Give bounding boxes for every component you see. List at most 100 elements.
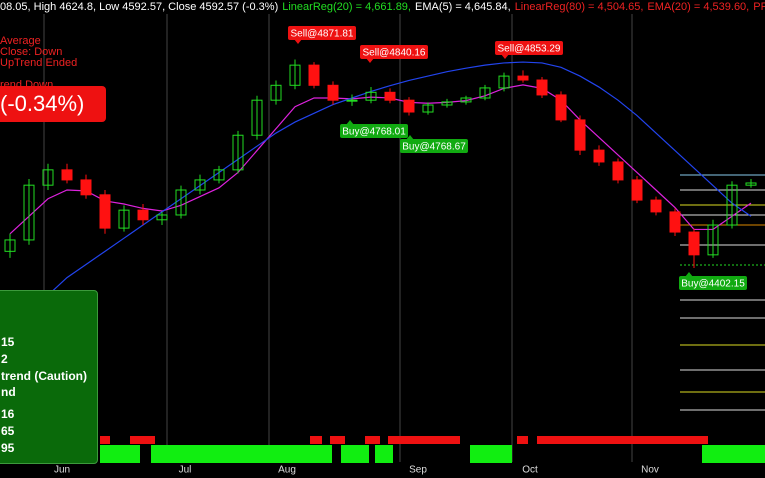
signal-box — [340, 124, 408, 138]
candle-body — [403, 99, 415, 113]
info-panel: 15 2 trend (Caution) nd 16 65 95 — [0, 290, 98, 464]
candle-body — [555, 94, 567, 121]
x-tick-label: Jul — [179, 465, 192, 476]
trend-strip — [470, 445, 512, 463]
candle-body — [650, 199, 662, 213]
header-item: LinearReg(20) = 4,661.89, — [282, 1, 411, 13]
candle-body — [137, 209, 149, 221]
candle-body — [308, 64, 320, 86]
candle-body — [346, 99, 358, 102]
candle-body — [441, 101, 453, 106]
candle-body — [80, 179, 92, 196]
candle-body — [327, 84, 339, 101]
trend-strip — [130, 436, 155, 444]
trend-strip — [537, 436, 708, 444]
candle-body — [175, 189, 187, 216]
signal-box — [679, 276, 747, 290]
trend-strip — [310, 436, 322, 444]
panel-line: trend (Caution) — [1, 369, 87, 383]
candle-body — [289, 64, 301, 86]
header-item: 08.05, High 4624.8, Low 4592.57, Close 4… — [0, 1, 279, 13]
trend-strip — [365, 436, 380, 444]
signal-label: Buy@4768.67 — [402, 142, 466, 153]
signal-arrow — [366, 58, 374, 63]
trend-strip — [388, 436, 460, 444]
trend-strip — [100, 436, 110, 444]
trend-strip — [517, 436, 528, 444]
panel-line: 2 — [1, 352, 8, 366]
candle-body — [42, 169, 54, 186]
candle-body — [118, 209, 130, 229]
candle-body — [213, 169, 225, 181]
candle-body — [726, 184, 738, 226]
signal-arrow — [346, 120, 354, 125]
signal-arrow — [501, 54, 509, 59]
candle-body — [61, 169, 73, 181]
panel-line: 65 — [1, 424, 15, 438]
candle-body — [517, 75, 529, 81]
signal-box — [288, 26, 356, 40]
indicator-line — [9, 61, 752, 331]
candle-body — [669, 211, 681, 233]
candle-body — [232, 134, 244, 171]
candle-body — [593, 149, 605, 163]
candle-body — [631, 179, 643, 201]
candle-body — [365, 91, 377, 101]
signal-label: Sell@4853.29 — [498, 44, 561, 55]
signal-label: Sell@4840.16 — [363, 48, 426, 59]
indicator-line — [9, 84, 752, 235]
signal-label: Buy@4402.15 — [681, 279, 745, 290]
status-line: rend Down — [0, 79, 54, 91]
candle-body — [156, 214, 168, 221]
x-tick-label: Sep — [409, 465, 427, 476]
trend-strip — [151, 445, 332, 463]
candle-body — [422, 104, 434, 113]
signal-arrow — [294, 39, 302, 44]
panel-line: nd — [1, 385, 16, 399]
candle-body — [536, 79, 548, 96]
trend-strip — [375, 445, 393, 463]
candle-body — [99, 194, 111, 229]
candle-body — [707, 224, 719, 256]
trend-strip — [341, 445, 369, 463]
x-tick-label: Jun — [54, 465, 70, 476]
x-tick-label: Aug — [278, 465, 296, 476]
x-tick-label: Nov — [641, 465, 659, 476]
status-line: UpTrend Ended — [0, 57, 78, 69]
status-line: Close: Down — [0, 46, 63, 58]
signal-arrow — [685, 272, 693, 277]
signal-box — [495, 41, 563, 55]
candle-body — [460, 97, 472, 103]
candle-body — [612, 161, 624, 181]
signal-arrow — [406, 135, 414, 140]
trend-strip — [330, 436, 345, 444]
candle-body — [688, 231, 700, 256]
candle-body — [574, 119, 586, 151]
header-item: LinearReg(80) = 4,504.65, — [514, 1, 644, 13]
candle-body — [745, 182, 757, 186]
header: 08.05, High 4624.8, Low 4592.57, Close 4… — [0, 0, 765, 14]
x-tick-label: Oct — [522, 465, 538, 476]
signal-label: Sell@4871.81 — [291, 29, 354, 40]
status: Average Close: Down UpTrend Ended rend Down — [0, 36, 77, 91]
signal-box — [360, 45, 428, 59]
signal-label: Buy@4768.01 — [342, 127, 406, 138]
candle-body — [4, 239, 16, 252]
panel-line: 95 — [1, 441, 15, 455]
panel-line: 15 — [1, 335, 15, 349]
candle-body — [23, 184, 35, 241]
candle-body — [498, 75, 510, 89]
header-item: EMA(5) = 4,645.84, — [414, 1, 511, 13]
panel-line: 16 — [1, 407, 15, 421]
candle-body — [251, 99, 263, 136]
status-line: Average — [0, 35, 41, 47]
candle-body — [384, 91, 396, 101]
x-axis-bg — [0, 463, 765, 478]
candle-body — [194, 179, 206, 191]
candle-body — [270, 84, 282, 101]
candle-body — [479, 87, 491, 99]
header-item: PR = 4,679.92, — [753, 1, 765, 13]
trend-strip — [702, 445, 765, 463]
